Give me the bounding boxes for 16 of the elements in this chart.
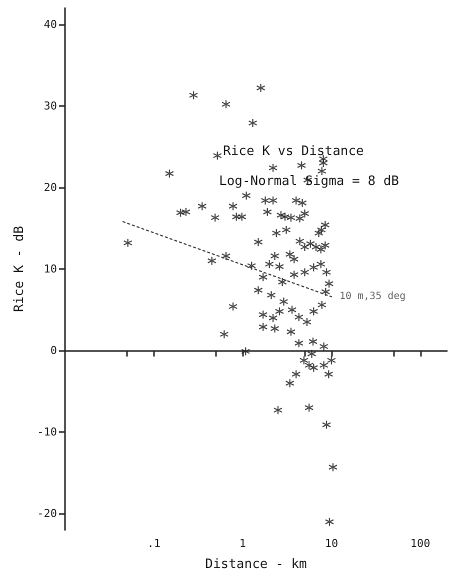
- x-tick-label: 10: [324, 537, 338, 550]
- x-axis-title: Distance - km: [205, 557, 308, 572]
- y-tick-label: 0: [50, 344, 57, 358]
- y-tick-label: 30: [44, 99, 57, 112]
- y-tick-label: 40: [44, 18, 57, 31]
- text: Log-Normal Sigma = 8 dB: [219, 174, 400, 189]
- y-tick-label: -10: [37, 426, 57, 439]
- y-tick-label: 10: [44, 262, 57, 276]
- x-tick-label: 1: [239, 537, 246, 550]
- x-tick-label: .1: [147, 537, 160, 550]
- annotation: 10 m,35 deg: [339, 291, 406, 302]
- y-tick-label: 20: [44, 180, 57, 194]
- x-tick-label: 100: [410, 537, 430, 550]
- y-tick-label: -20: [37, 507, 57, 520]
- y-axis-title: Rice K - dB: [12, 226, 28, 312]
- text: Rice K vs Distance: [223, 144, 364, 159]
